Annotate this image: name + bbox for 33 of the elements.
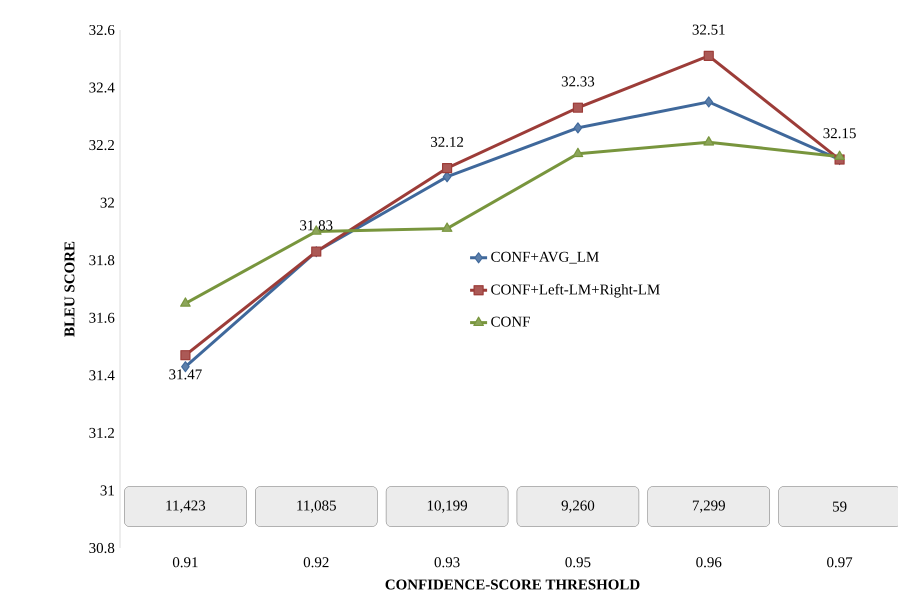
x-tick-label: 0.95: [565, 557, 590, 568]
x-tick-label: 0.91: [172, 557, 198, 568]
data-label: 32.12: [430, 136, 464, 147]
x-tick-label: 0.96: [696, 557, 722, 568]
legend-label: CONF: [491, 316, 530, 327]
y-tick-label: 31.4: [89, 370, 115, 380]
y-tick-label: 31.2: [89, 428, 114, 438]
annotation: 11,085: [297, 500, 336, 513]
data-label: 32.51: [692, 24, 725, 35]
annotation: 10,199: [428, 500, 468, 513]
x-tick-label: 0.93: [434, 557, 460, 568]
y-tick-label: 31.6: [89, 312, 114, 323]
legend-label: CONF+AVG_LM: [491, 252, 599, 264]
y-tick-label: 31: [100, 485, 114, 496]
y-tick-label: 32.6: [89, 24, 114, 36]
y-tick-label: 32.4: [89, 82, 115, 93]
y-tick-label: 32.2: [89, 140, 114, 150]
x-tick-label: 0.97: [827, 557, 852, 568]
annotation: 7,299: [692, 500, 725, 513]
x-axis-title: CONFIDENCE-SCORE THRESHOLD: [386, 579, 640, 590]
annotation: 9,260: [562, 500, 594, 513]
legend-label: CONF+Left-LM+Right-LM: [491, 284, 660, 298]
annotation: 11,423: [166, 500, 206, 513]
x-tick-label: 0.92: [304, 557, 328, 568]
data-label: 31.83: [300, 220, 332, 230]
y-tick-label: 31.8: [89, 255, 114, 266]
y-axis-title: BLEU SCORE: [64, 242, 75, 337]
y-tick-label: 30.8: [89, 542, 114, 554]
data-label: 31.47: [169, 369, 202, 380]
data-label: 32.33: [562, 76, 594, 87]
annotation: 59: [832, 502, 846, 512]
data-label: 32.15: [823, 128, 856, 138]
y-tick-label: 32: [100, 198, 114, 208]
